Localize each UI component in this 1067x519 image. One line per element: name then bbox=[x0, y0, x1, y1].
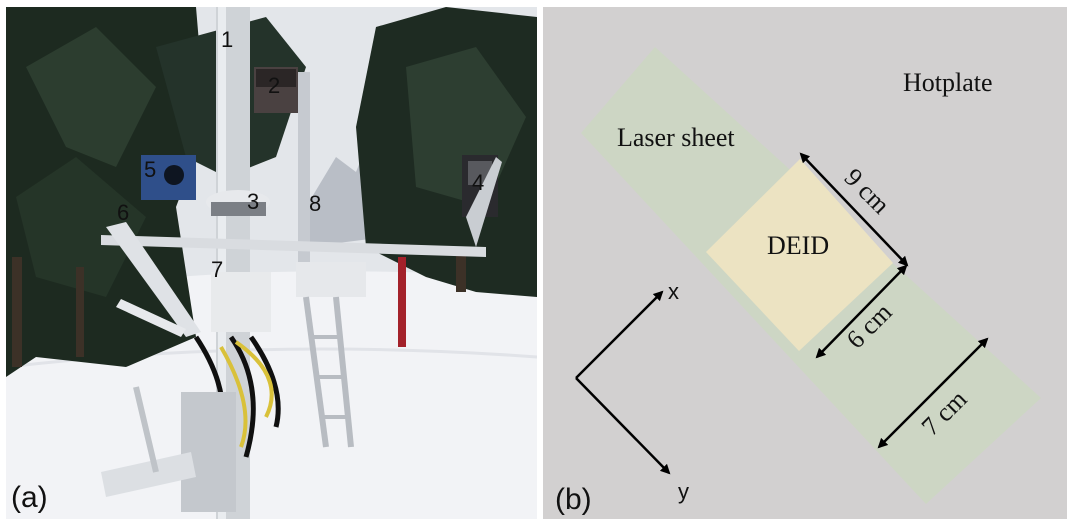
callout-2: 2 bbox=[268, 73, 280, 98]
callout-5: 5 bbox=[144, 157, 156, 182]
ladder bbox=[303, 296, 354, 448]
dimension-arrow-7cm bbox=[877, 337, 989, 449]
x-axis-arrow bbox=[575, 290, 664, 379]
deid-label: DEID bbox=[767, 231, 829, 260]
dimension-arrow-6cm bbox=[815, 264, 908, 359]
dimension-arrow-9cm bbox=[799, 152, 909, 267]
photo-panel: 1 2 3 4 5 6 7 8 (a) bbox=[6, 7, 537, 519]
callout-4: 4 bbox=[472, 170, 484, 195]
mast-base bbox=[181, 392, 236, 512]
callout-1: 1 bbox=[221, 27, 233, 52]
panel-label-a: (a) bbox=[11, 481, 48, 514]
panel-label-b: (b) bbox=[555, 483, 592, 516]
diagram-panel: Hotplate Laser sheet DEID 9 cm 6 cm 7 cm… bbox=[543, 7, 1067, 519]
y-axis-arrow bbox=[575, 377, 671, 475]
data-logger bbox=[211, 272, 271, 332]
hotplate-label: Hotplate bbox=[903, 68, 993, 97]
instrument-7-box bbox=[296, 262, 366, 297]
callout-3: 3 bbox=[247, 189, 259, 214]
field-station-photo: 1 2 3 4 5 6 7 8 (a) bbox=[6, 7, 537, 519]
crossbar bbox=[101, 235, 486, 257]
y-axis-label: y bbox=[678, 479, 689, 504]
x-axis-label: x bbox=[668, 279, 679, 304]
red-pole bbox=[398, 257, 406, 347]
callout-8: 8 bbox=[309, 191, 321, 216]
callout-7: 7 bbox=[211, 257, 223, 282]
laser-sheet-label: Laser sheet bbox=[617, 123, 735, 152]
instrument-arm bbox=[298, 72, 310, 292]
measurement-diagram: Hotplate Laser sheet DEID 9 cm 6 cm 7 cm… bbox=[543, 7, 1067, 519]
callout-6: 6 bbox=[117, 200, 129, 225]
